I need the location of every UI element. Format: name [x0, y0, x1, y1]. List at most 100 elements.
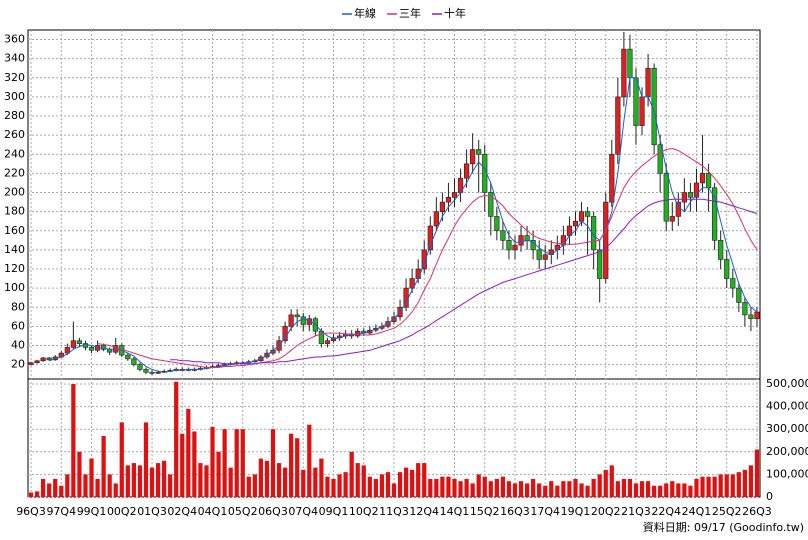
candle-body — [427, 225, 433, 251]
candle-body — [64, 347, 70, 354]
volume-bar — [89, 458, 94, 497]
volume-bar — [585, 485, 590, 497]
x-tick-label: 21Q3 — [621, 505, 651, 518]
x-tick-label: 14Q1 — [440, 505, 470, 518]
legend-label: 年線 — [354, 6, 376, 20]
volume-bar — [149, 467, 155, 497]
x-tick-label: 04Q1 — [198, 505, 228, 518]
volume-bar — [355, 463, 360, 497]
volume-bar — [597, 474, 602, 497]
ma-line — [97, 147, 758, 368]
source-note: 資料日期: 09/17 (Goodinfo.tw) — [643, 520, 804, 534]
volume-bar — [270, 429, 276, 497]
volume-bar — [119, 422, 124, 497]
volume-bar — [488, 481, 493, 497]
candle-body — [663, 173, 669, 222]
y-tick-label: 260 — [4, 128, 25, 141]
volume-bar — [391, 483, 397, 497]
volume-bar — [222, 429, 227, 497]
volume-bar — [143, 422, 149, 497]
candle-body — [137, 364, 143, 370]
volume-bar — [518, 481, 524, 497]
x-tick-label: 19Q1 — [561, 505, 591, 518]
candle-body — [518, 235, 524, 246]
volume-bar — [331, 478, 336, 497]
volume-bar — [295, 438, 300, 497]
volume-bar — [422, 463, 427, 497]
volume-bar — [180, 433, 185, 497]
candle-body — [724, 259, 730, 279]
candle-body — [633, 77, 639, 126]
volume-bar — [458, 481, 463, 497]
candle-body — [451, 192, 458, 198]
volume-bar — [724, 474, 729, 497]
y2-tick-label: 300,000 — [766, 422, 808, 435]
candle-body — [627, 48, 633, 79]
volume-bar — [700, 476, 705, 497]
x-tick-label: 22Q4 — [651, 505, 681, 518]
candle-body — [742, 302, 748, 316]
volume-bar — [694, 478, 699, 497]
volume-bar — [264, 460, 270, 497]
candle-body — [730, 278, 736, 289]
candle-body — [470, 149, 476, 165]
volume-bar — [706, 476, 711, 497]
candle-body — [615, 96, 621, 155]
candle-body — [445, 197, 452, 203]
candle-body — [439, 201, 445, 212]
candle-body — [512, 244, 518, 251]
y2-tick-label: 100,000 — [766, 467, 808, 480]
volume-bar — [512, 483, 518, 497]
candle-body — [705, 173, 712, 189]
volume-bar — [192, 431, 197, 497]
y-tick-label: 340 — [4, 52, 25, 65]
x-tick-label: 17Q4 — [530, 505, 560, 518]
y-tick-label: 300 — [4, 90, 25, 103]
volume-bar — [216, 451, 221, 497]
volume-bar — [748, 465, 754, 497]
y-tick-label: 320 — [4, 71, 25, 84]
volume-bar — [107, 474, 112, 497]
y-tick-label: 200 — [4, 186, 25, 199]
candle-body — [536, 249, 542, 260]
volume-bar — [204, 465, 209, 497]
volume-bar — [246, 476, 251, 497]
candle-body — [687, 192, 694, 198]
x-tick-label: 12Q4 — [409, 505, 439, 518]
volume-bar — [252, 474, 257, 497]
candle-body — [155, 371, 161, 374]
x-tick-label: 97Q4 — [46, 505, 76, 518]
volume-bar — [736, 472, 741, 497]
candle-body — [131, 358, 137, 365]
volume-bar — [258, 458, 264, 497]
volume-bar — [101, 435, 106, 497]
candle-body — [506, 240, 512, 251]
candle-body — [591, 216, 597, 251]
x-tick-label: 01Q3 — [137, 505, 167, 518]
candle-body — [433, 211, 439, 227]
volume-bar — [591, 478, 596, 497]
candle-body — [639, 96, 645, 126]
volume-bar — [301, 469, 306, 497]
volume-bar — [416, 463, 421, 497]
y-tick-label: 140 — [4, 243, 25, 256]
y-tick-label: 180 — [4, 205, 25, 218]
volume-bar — [470, 483, 475, 497]
ma-line — [170, 198, 758, 365]
candle-body — [76, 340, 83, 344]
candle-body — [736, 287, 742, 303]
volume-bar — [137, 465, 143, 497]
volume-bar — [754, 449, 760, 497]
candle-body — [46, 357, 52, 361]
volume-bar — [482, 476, 487, 497]
x-tick-label: 02Q4 — [167, 505, 197, 518]
volume-bar — [645, 481, 651, 497]
y-tick-label: 240 — [4, 147, 25, 160]
y-tick-label: 80 — [11, 300, 25, 313]
volume-bar — [373, 478, 378, 497]
candle-body — [28, 362, 34, 365]
volume-bar — [198, 463, 203, 497]
volume-bar — [276, 463, 282, 497]
candle-body — [572, 220, 579, 227]
